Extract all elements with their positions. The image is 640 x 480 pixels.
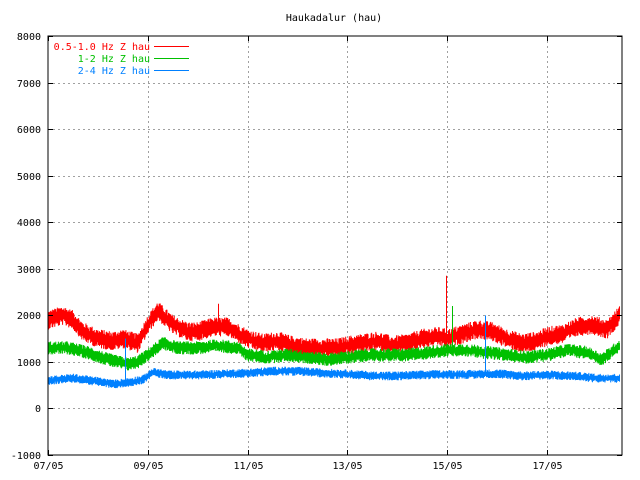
grid-layer	[48, 36, 622, 455]
series-3	[47, 366, 620, 389]
y-tick-label: 5000	[17, 172, 41, 183]
y-tick-label: 0	[35, 404, 41, 415]
y-tick-label: 8000	[17, 32, 41, 43]
y-tick-label: 4000	[17, 218, 41, 229]
y-tick-label: 1000	[17, 358, 41, 369]
y-tick-label: 6000	[17, 125, 41, 136]
chart-title: Haukadalur (hau)	[286, 13, 382, 24]
y-tick-label: 2000	[17, 311, 41, 322]
series-layer	[47, 275, 620, 389]
series-2	[47, 337, 620, 371]
legend-item: 2-4 Hz Z hau	[78, 66, 189, 77]
plot-frame	[47, 35, 623, 456]
x-tick-label: 11/05	[233, 461, 263, 472]
x-tick-label: 09/05	[133, 461, 163, 472]
y-tick-label: 7000	[17, 79, 41, 90]
series-line	[47, 303, 620, 358]
x-tick-label: 17/05	[532, 461, 562, 472]
series-1	[47, 303, 620, 358]
series-line	[47, 366, 620, 389]
legend-label: 0.5-1.0 Hz Z hau	[54, 42, 150, 53]
x-tick-label: 07/05	[33, 461, 63, 472]
tick-layer: -1000 0 1000 2000 3000 4000 5000 6000 7000 8000 07…	[11, 32, 622, 472]
legend-item: 0.5-1.0 Hz Z hau	[54, 42, 189, 53]
y-tick-label: -1000	[11, 451, 41, 462]
x-tick-label: 15/05	[432, 461, 462, 472]
y-tick-label: 3000	[17, 265, 41, 276]
x-tick-label: 13/05	[332, 461, 362, 472]
series-line	[47, 337, 620, 371]
legend-label: 1-2 Hz Z hau	[78, 54, 150, 65]
legend-item: 1-2 Hz Z hau	[78, 54, 189, 65]
legend-label: 2-4 Hz Z hau	[78, 66, 150, 77]
